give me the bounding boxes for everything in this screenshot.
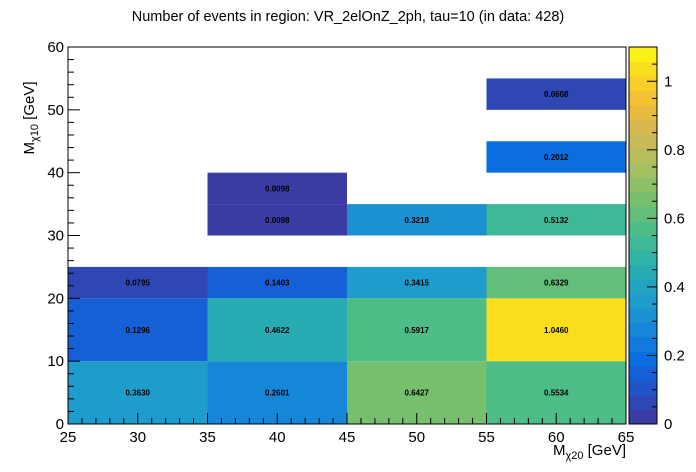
cell-value-label: 0.5917 [405, 326, 430, 335]
cell-value-label: 0.0608 [544, 90, 569, 99]
color-scale-swatch [629, 61, 657, 77]
color-scale-swatch [629, 250, 657, 265]
color-scale: 0 0.2 0.4 0.6 0.8 1 [628, 46, 685, 433]
color-scale-swatch [629, 395, 657, 410]
color-scale-swatch [629, 76, 657, 91]
heatmap-cell [207, 172, 347, 205]
cell-value-label: 0.4622 [265, 326, 290, 335]
y-tick-label: 30 [47, 228, 64, 245]
y-axis-label-main: M [21, 142, 38, 155]
color-scale-swatch [629, 163, 657, 178]
color-scale-swatch [629, 134, 657, 149]
color-scale-swatch [629, 47, 657, 62]
color-scale-swatch [629, 366, 657, 381]
plot-axes: 25 30 35 40 45 50 55 60 65 0 10 20 30 40 50 60 [47, 39, 634, 446]
x-tick-label: 25 [60, 429, 77, 446]
color-scale-swatch [629, 90, 657, 106]
color-scale-swatch [629, 192, 657, 207]
heatmap-cell [68, 266, 208, 299]
y-axis-label: Mχ10 [GeV] [21, 81, 41, 154]
x-tick-label: 50 [408, 429, 425, 446]
heatmap-cell [207, 266, 347, 299]
cell-value-label: 0.2012 [544, 153, 569, 162]
cell-value-label: 0.6329 [544, 279, 569, 288]
color-scale-tick-label: 0.4 [664, 279, 685, 296]
x-axis-label-main: M [553, 442, 566, 459]
cell-value-label: 0.1403 [265, 279, 290, 288]
cell-value-label: 0.3218 [405, 216, 430, 225]
x-tick-label: 60 [548, 429, 565, 446]
color-scale-swatch [629, 148, 657, 164]
color-scale-swatch [629, 351, 657, 367]
color-scale-swatch [629, 264, 657, 280]
heatmap-cell [207, 298, 347, 362]
cell-value-label: 1.0460 [544, 326, 569, 335]
color-scale-swatch [629, 337, 657, 352]
color-scale-swatch [629, 105, 657, 120]
y-tick-label: 10 [47, 353, 64, 370]
x-tick-label: 35 [199, 429, 216, 446]
color-scale-swatch [629, 279, 657, 294]
color-scale-swatch [629, 119, 657, 135]
heatmap-cell [486, 141, 626, 173]
color-scale-tick-label: 0.6 [664, 210, 685, 227]
color-scale-tick-label: 0.8 [664, 142, 685, 159]
color-scale-swatch [629, 206, 657, 222]
heatmap-cell [486, 204, 626, 236]
color-scale-tick-label: 0.2 [664, 347, 685, 364]
heatmap-cell [347, 204, 487, 236]
y-axis-label-unit: [GeV] [21, 81, 38, 124]
x-axis-label: Mχ20 [GeV] [553, 442, 626, 462]
heatmap-cell [207, 204, 347, 236]
x-tick-label: 40 [269, 429, 286, 446]
cell-value-label: 0.6427 [405, 389, 430, 398]
y-tick-label: 20 [47, 290, 64, 307]
color-scale-swatch [629, 409, 657, 425]
cell-value-label: 0.3415 [405, 279, 430, 288]
cell-value-label: 0.3630 [126, 389, 151, 398]
cell-value-label: 0.5132 [544, 216, 569, 225]
color-scale-swatch [629, 293, 657, 309]
color-scale-swatch [629, 322, 657, 338]
y-tick-label: 60 [47, 39, 64, 56]
cell-value-label: 0.1296 [126, 326, 151, 335]
x-axis-label-sub: χ20 [565, 450, 583, 462]
color-scale-swatch [629, 235, 657, 251]
y-tick-label: 40 [47, 165, 64, 182]
x-axis-label-unit: [GeV] [583, 442, 626, 459]
y-tick-label: 0 [56, 416, 64, 433]
heatmap-cell [68, 298, 208, 362]
y-tick-label: 50 [47, 102, 64, 119]
color-scale-swatch [629, 177, 657, 193]
color-scale-swatch [629, 221, 657, 236]
heatmap-cell [347, 298, 487, 362]
heatmap-cell [486, 298, 626, 362]
heatmap-cell [347, 266, 487, 299]
chart-title: Number of events in region: VR_2elOnZ_2p… [132, 9, 564, 25]
color-scale-swatch [629, 308, 657, 323]
cell-value-label: 0.2601 [265, 389, 290, 398]
color-scale-tick-label: 1 [664, 73, 672, 90]
cell-value-label: 0.0795 [126, 279, 151, 288]
color-scale-swatch [629, 380, 657, 396]
heatmap-cell [486, 78, 626, 110]
x-tick-label: 65 [618, 429, 635, 446]
x-tick-label: 30 [129, 429, 146, 446]
color-scale-tick-label: 0 [664, 416, 672, 433]
y-axis-label-sub: χ10 [29, 124, 41, 142]
x-tick-label: 45 [339, 429, 356, 446]
x-tick-label: 55 [478, 429, 495, 446]
cell-value-label: 0.5534 [544, 389, 569, 398]
cell-value-label: 0.0098 [265, 216, 290, 225]
heatmap-cell [486, 266, 626, 299]
cell-value-label: 0.0098 [265, 184, 290, 193]
heatmap-cells: 0.3630 0.2601 0.6427 0.5534 0.1296 0.4622 0.59… [68, 78, 626, 424]
